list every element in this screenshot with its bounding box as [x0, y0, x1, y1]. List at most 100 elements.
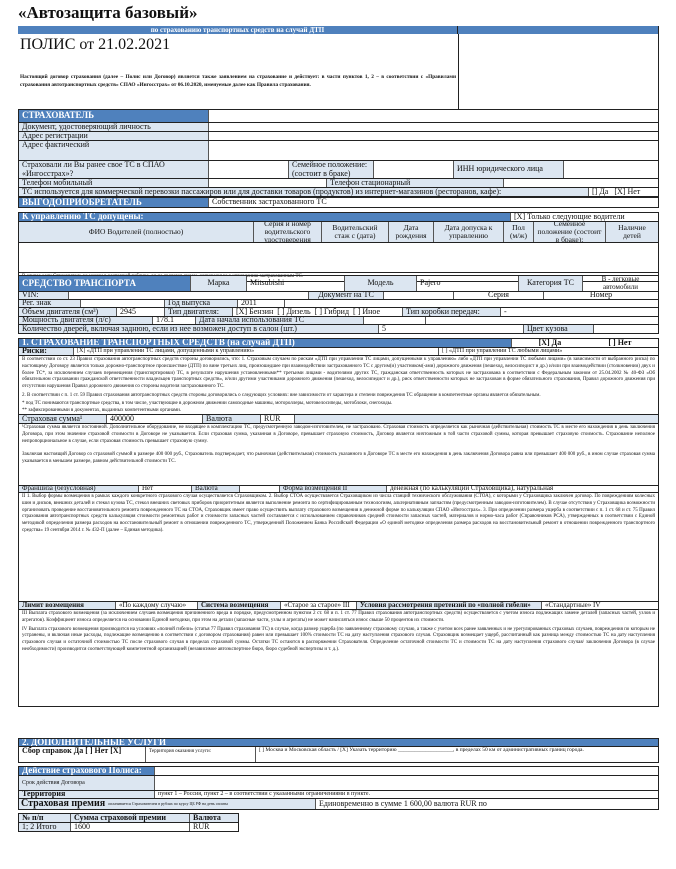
limit-notes2: IV Выплата страхового возмещения произво…: [22, 626, 655, 652]
section2: 2. ДОПОЛНИТЕЛЬНЫЕ УСЛУГИ Сбор справок Да…: [18, 738, 659, 763]
premium-table: № п/п Сумма страховой премии Валюта 1; 2…: [18, 813, 239, 832]
term-value[interactable]: [155, 776, 658, 790]
vin-label: VIN:: [19, 292, 69, 299]
deductible-currency-label: Валюта: [192, 486, 240, 492]
col-premium: Сумма страховой премии: [71, 814, 190, 822]
footnote1: * под ТС понимаются транспортные средств…: [22, 400, 393, 406]
volume-value: 2945: [117, 308, 165, 316]
col-fio: ФИО Водителей (полностью): [19, 222, 254, 242]
insurer-section: СТРАХОВАТЕЛЬ Документ, удостоверяющий ли…: [18, 109, 659, 197]
drivers-header: К управлению ТС допущены:: [19, 213, 511, 221]
section1-yes[interactable]: [X] Да: [538, 339, 562, 347]
total-loss-value: «Стандартные» IV: [542, 602, 658, 609]
gearbox-value: -: [504, 308, 507, 316]
landline-value[interactable]: [504, 179, 658, 187]
system-label: Система возмещения: [198, 602, 281, 609]
row-currency: RUR: [193, 823, 210, 831]
doc-label: Документ на ТС: [309, 292, 384, 299]
volume-label: Объем двигателя (см³): [19, 308, 117, 316]
premium-note: оплачивается Страхователем в рублях по к…: [108, 800, 228, 806]
col-admission: Дата допуска к управлению: [434, 222, 504, 242]
make-label: Марка: [191, 276, 247, 291]
limit-notes: III Выплата страхового возмещения (за ис…: [22, 611, 655, 623]
commercial-no[interactable]: [X] Нет: [614, 188, 641, 196]
premium-value: Единовременно в сумме 1 600,00 валюта RU…: [319, 799, 487, 808]
certs-option[interactable]: Сбор справок Да [ ] Нет [X]: [19, 747, 146, 762]
year-label: Год выпуска: [165, 300, 238, 307]
policy-header: по страхованию транспортных средств на с…: [18, 26, 659, 109]
table-row: 1; 2 Итого 1600 RUR: [18, 823, 239, 832]
fact-address-value[interactable]: [209, 141, 658, 160]
policy-title: ПОЛИС от 21.02.2021: [20, 36, 171, 53]
col-birth: Дата рождения: [389, 222, 434, 242]
drivers-table-body[interactable]: [19, 243, 658, 272]
insured-before-label: Страховали ли Вы ранее свое ТС в СПАО «И…: [19, 161, 209, 178]
section1: 1. СТРАХОВАНИЕ ТРАНСПОРТНЫХ СРЕДСТВ (на …: [18, 338, 659, 707]
color-value[interactable]: [594, 325, 658, 333]
vin-value[interactable]: [69, 292, 309, 299]
reg-address-value[interactable]: [209, 132, 658, 140]
drivers-option[interactable]: [X] Только следующие водители: [514, 213, 625, 221]
plate-label: Рег. знак: [19, 300, 81, 307]
inn-label: ИНН юридического лица: [454, 161, 564, 178]
beneficiary-label: ВЫГОДОПРИОБРЕТАТЕЛЬ: [19, 198, 209, 207]
sum-value: 400000: [107, 415, 203, 423]
plate-value[interactable]: [81, 300, 165, 307]
power-label: Мощность двигателя (л/с): [19, 317, 153, 324]
row-number: 1; 2 Итого: [19, 823, 71, 831]
limit-label: Лимит возмещения: [19, 602, 116, 609]
make-value: Mitsubishi: [247, 276, 345, 291]
col-sex: Пол (м/ж): [504, 222, 534, 242]
section1-no[interactable]: [ ] Нет: [608, 339, 632, 347]
risk1[interactable]: [X] «ДТП при управлении ТС лицами, допущ…: [74, 348, 439, 355]
row-premium: 1600: [71, 823, 190, 831]
currency-label: Валюта: [203, 415, 261, 423]
doors-label: Количество дверей, включая заднюю, если …: [19, 325, 379, 333]
risks-label: Риски:: [19, 348, 74, 355]
insured-before-value[interactable]: [209, 161, 289, 178]
insurer-header: СТРАХОВАТЕЛЬ: [19, 110, 209, 122]
intro-text: Настоящий договор страхования (далее – П…: [20, 74, 456, 88]
col-number: № п/п: [19, 814, 71, 822]
category-value: B - легковые автомобили: [601, 276, 640, 291]
col-license: Серия и номер водительского удостоверени…: [254, 222, 322, 242]
validity-territory-value: пункт 1 – Россия, пункт 2 – в соответств…: [158, 791, 371, 798]
category-label: Категория ТС: [519, 276, 583, 291]
section1-header: 1. СТРАХОВАНИЕ ТРАНСПОРТНЫХ СРЕДСТВ (на …: [19, 339, 512, 347]
drivers-section: К управлению ТС допущены: [X] Только след…: [18, 212, 659, 282]
sum-label: Страховая сумма¹: [19, 415, 107, 423]
form-label: Форма возмещения II: [280, 486, 387, 492]
section2-header: 2. ДОПОЛНИТЕЛЬНЫЕ УСЛУГИ: [19, 739, 658, 746]
deductible-value: Нет: [139, 486, 192, 492]
inn-value[interactable]: [564, 161, 658, 178]
doc-label: Документ, удостоверяющий личность: [19, 123, 209, 131]
validity-section: Действие страхового Полиса: Срок действи…: [18, 766, 659, 810]
color-label: Цвет кузова: [524, 325, 594, 333]
col-experience: Водительский стаж с (дата): [322, 222, 389, 242]
vehicle-header: СРЕДСТВО ТРАНСПОРТА: [19, 276, 191, 291]
col-marital: Семейное положение (состоит в браке):: [534, 222, 606, 242]
number-label: Номер: [589, 292, 613, 299]
reg-address-label: Адрес регистрации: [19, 132, 209, 140]
start-value[interactable]: [364, 317, 426, 324]
validity-header: Действие страхового Полиса:: [19, 767, 155, 775]
marital-value[interactable]: [374, 161, 454, 178]
sum-notes: ¹Страховая сумма является постоянной. До…: [22, 425, 655, 444]
limit-value: «По каждому случаю»: [116, 602, 198, 609]
doc-value[interactable]: [209, 123, 658, 131]
fact-address-label: Адрес фактический: [19, 141, 209, 160]
currency-value: RUR: [261, 415, 295, 423]
series-label: Серия: [454, 292, 544, 299]
engine-value[interactable]: [X] Бензин [ ] Дизель [ ] Гибрид [ ] Ино…: [233, 308, 403, 316]
commercial-label: ТС используется для коммерческой перевоз…: [19, 188, 589, 196]
mobile-value[interactable]: [209, 179, 327, 187]
mobile-label: Телефон мобильный: [19, 179, 209, 187]
doors-value: 5: [379, 325, 524, 333]
territory-value[interactable]: [ ] Москва и Московская область / [X] Ук…: [259, 747, 584, 753]
form-notes: II 1. Выбор формы возмещения в рамках ка…: [22, 494, 655, 533]
commercial-yes[interactable]: [] Да: [592, 188, 609, 196]
col-children: Наличие детей: [618, 223, 646, 240]
term-label: Срок действия Договора: [19, 776, 155, 790]
risk2[interactable]: [ ] «ДТП при управлении ТС любыми лицами…: [442, 348, 563, 355]
document-title: «Автозащита базовый»: [18, 3, 198, 22]
